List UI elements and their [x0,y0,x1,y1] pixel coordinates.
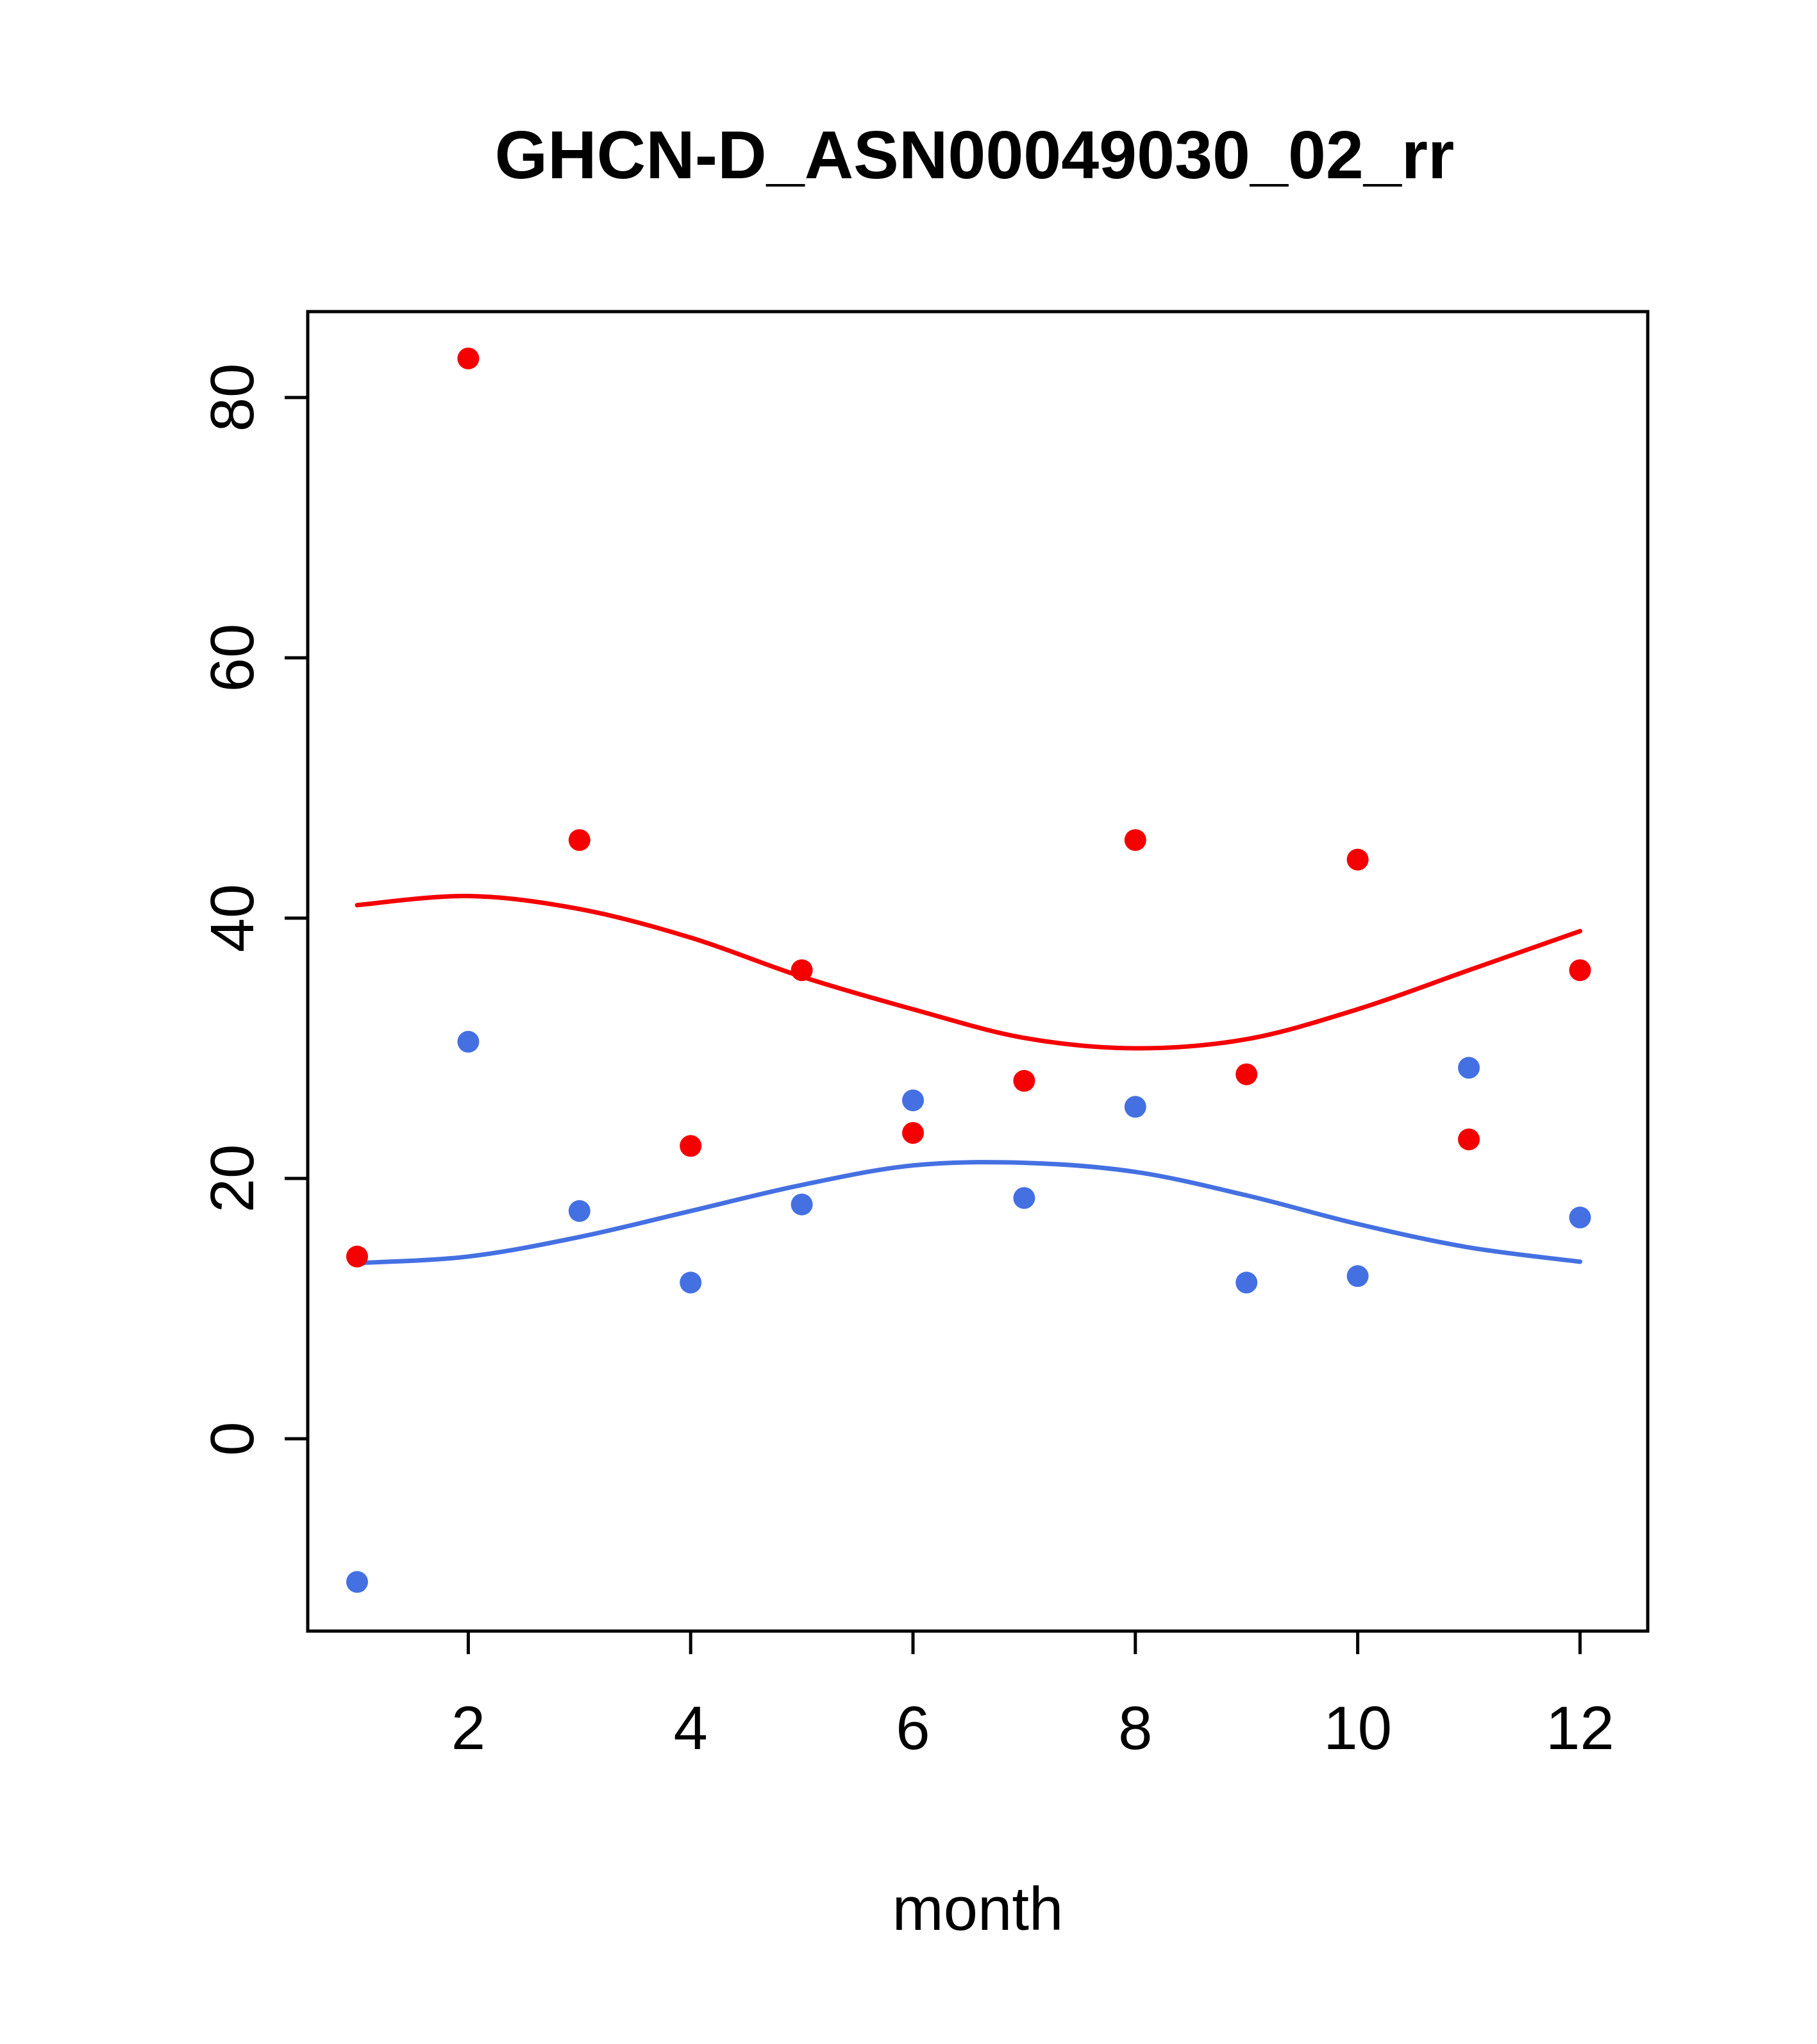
y-tick-label: 0 [198,1421,267,1455]
chart-title: GHCN-D_ASN00049030_02_rr [495,117,1455,193]
blue-series-point [1013,1187,1035,1209]
red-series-point [1235,1063,1258,1085]
blue-series-point [680,1271,702,1294]
red-series-point [680,1135,702,1157]
red-series-point [1124,829,1146,851]
red-series-point [1569,959,1591,982]
data-points [346,348,1591,1593]
blue-series-point [791,1193,813,1216]
blue-series-point [346,1571,368,1593]
blue-series-point [1346,1265,1369,1287]
x-tick-label: 2 [451,1694,485,1763]
red-series-point [568,829,590,851]
blue-series-point [902,1089,924,1112]
blue-series-point [457,1030,480,1053]
trend-lines [355,893,1582,1266]
y-tick-label: 60 [198,624,267,692]
red-series-point [1013,1069,1035,1092]
red-series-point [346,1245,368,1268]
y-tick-label: 20 [198,1144,267,1213]
blue-series-point [1124,1096,1146,1118]
blue-series-point [1235,1271,1258,1294]
x-tick-label: 12 [1546,1694,1614,1763]
blue-series-point [1569,1206,1591,1228]
blue-series-trend-line [355,1160,1582,1266]
red-series-point [1346,848,1369,871]
blue-series-point [1458,1057,1480,1079]
red-series-trend-line [355,893,1582,1051]
x-tick-label: 4 [674,1694,708,1763]
red-series-point [1458,1128,1480,1151]
blue-series-point [568,1200,590,1222]
x-tick-label: 10 [1323,1694,1392,1763]
y-tick-label: 80 [198,364,267,432]
red-series-point [902,1122,924,1144]
x-tick-label: 6 [896,1694,930,1763]
red-series-point [457,348,480,370]
y-tick-label: 40 [198,884,267,953]
x-tick-label: 8 [1118,1694,1152,1763]
plot-frame [306,310,1650,1633]
axis-ticks: 2 4 6 8 10 12 0 20 40 60 80 [198,364,1614,1763]
x-axis-label: month [892,1875,1064,1943]
red-series-point [791,959,813,982]
